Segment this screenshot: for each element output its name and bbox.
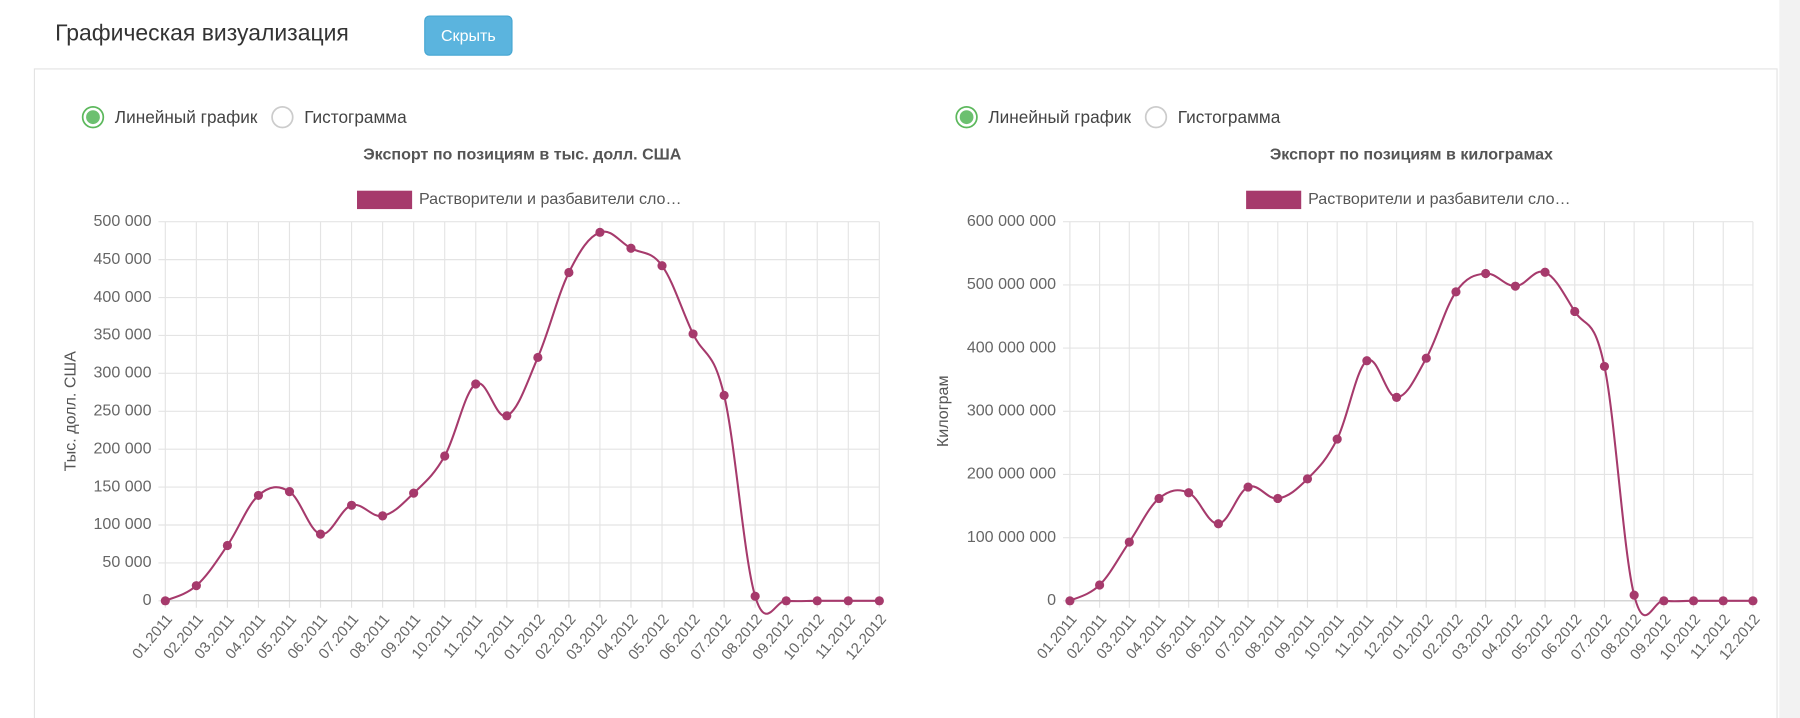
data-point xyxy=(1451,287,1461,297)
data-point xyxy=(1391,392,1402,402)
data-point xyxy=(1302,474,1313,484)
legend-swatch xyxy=(1246,190,1302,210)
y-tick-label: 500 000 000 xyxy=(967,275,1056,293)
data-point xyxy=(1510,281,1520,291)
data-point xyxy=(533,352,543,363)
chart-title: Экспорт по позициям в тыс. долл. США xyxy=(363,145,682,163)
data-point xyxy=(502,411,512,421)
y-tick-label: 400 000 000 xyxy=(967,338,1056,356)
button-label[interactable]: Скрыть xyxy=(441,27,496,45)
legend-swatch xyxy=(357,190,413,210)
y-tick-label: 500 000 xyxy=(93,212,151,230)
data-point xyxy=(688,329,698,339)
data-point xyxy=(1213,519,1223,529)
radio-label[interactable]: Гистограмма xyxy=(304,107,407,127)
data-point xyxy=(1599,361,1610,372)
data-point xyxy=(346,500,357,510)
radio[interactable] xyxy=(1144,105,1168,129)
y-tick-label: 100 000 xyxy=(93,515,151,533)
radio-label[interactable]: Линейный график xyxy=(115,107,258,127)
data-point xyxy=(471,379,481,389)
data-point xyxy=(719,390,729,400)
card xyxy=(33,68,1778,718)
y-tick-label: 600 000 000 xyxy=(967,212,1056,230)
data-point xyxy=(315,529,326,539)
data-point xyxy=(284,487,295,497)
data-point xyxy=(160,596,170,606)
data-point xyxy=(657,261,667,271)
data-point xyxy=(1540,267,1550,277)
y-tick-label: 350 000 xyxy=(93,326,151,344)
data-point xyxy=(781,596,791,606)
y-tick-label: 300 000 000 xyxy=(967,402,1056,420)
data-point xyxy=(1332,434,1342,444)
chart-title: Экспорт по позициям в килограмах xyxy=(1270,145,1553,163)
data-point xyxy=(1124,537,1134,547)
y-tick-label: 400 000 xyxy=(93,288,151,306)
data-point xyxy=(222,540,232,551)
data-point xyxy=(1421,353,1431,363)
y-axis-title: Тыс. долл. США xyxy=(61,351,79,472)
data-point xyxy=(409,488,419,498)
data-point xyxy=(1481,268,1491,279)
data-point xyxy=(1243,482,1253,492)
radio[interactable] xyxy=(271,105,294,129)
y-axis-title: Килограм xyxy=(934,375,952,447)
data-point xyxy=(1570,306,1580,317)
data-point xyxy=(440,451,450,461)
radio-dot[interactable] xyxy=(86,110,100,125)
page-title: Графическая визуализация xyxy=(55,20,349,46)
data-point xyxy=(750,591,760,601)
data-point xyxy=(812,596,822,606)
radio-dot[interactable] xyxy=(959,110,974,125)
y-tick-label: 450 000 xyxy=(93,250,151,268)
data-point xyxy=(1362,356,1372,366)
data-point xyxy=(595,227,605,237)
y-tick-label: 0 xyxy=(143,591,152,609)
y-tick-label: 0 xyxy=(1047,591,1056,609)
data-point xyxy=(874,596,884,606)
data-point xyxy=(1718,596,1728,606)
data-point xyxy=(1184,488,1194,498)
data-point xyxy=(191,581,201,591)
data-point xyxy=(1154,493,1164,504)
y-tick-label: 50 000 xyxy=(102,553,151,571)
data-point xyxy=(626,243,636,253)
button-bg[interactable] xyxy=(424,15,513,56)
radio-label[interactable]: Линейный график xyxy=(988,107,1131,127)
data-point xyxy=(1065,596,1075,606)
data-point xyxy=(1688,596,1699,606)
data-point xyxy=(253,490,264,501)
y-tick-label: 200 000 000 xyxy=(967,465,1056,483)
data-point xyxy=(843,596,853,606)
data-point xyxy=(1659,596,1669,606)
hide-button[interactable]: Скрыть xyxy=(424,15,513,56)
y-tick-label: 100 000 000 xyxy=(967,528,1056,546)
data-point xyxy=(378,511,388,521)
data-point xyxy=(564,267,574,278)
data-point xyxy=(1629,590,1639,600)
radio-label[interactable]: Гистограмма xyxy=(1178,107,1281,127)
data-point xyxy=(1748,596,1758,606)
y-tick-label: 300 000 xyxy=(93,364,151,382)
y-tick-label: 200 000 xyxy=(93,439,151,457)
data-point xyxy=(1095,580,1105,590)
data-point xyxy=(1273,493,1283,504)
y-tick-label: 250 000 xyxy=(93,402,151,420)
y-tick-label: 150 000 xyxy=(93,477,151,495)
legend-label: Растворители и разбавители сло… xyxy=(1308,190,1571,208)
legend-label: Растворители и разбавители сло… xyxy=(419,190,682,208)
